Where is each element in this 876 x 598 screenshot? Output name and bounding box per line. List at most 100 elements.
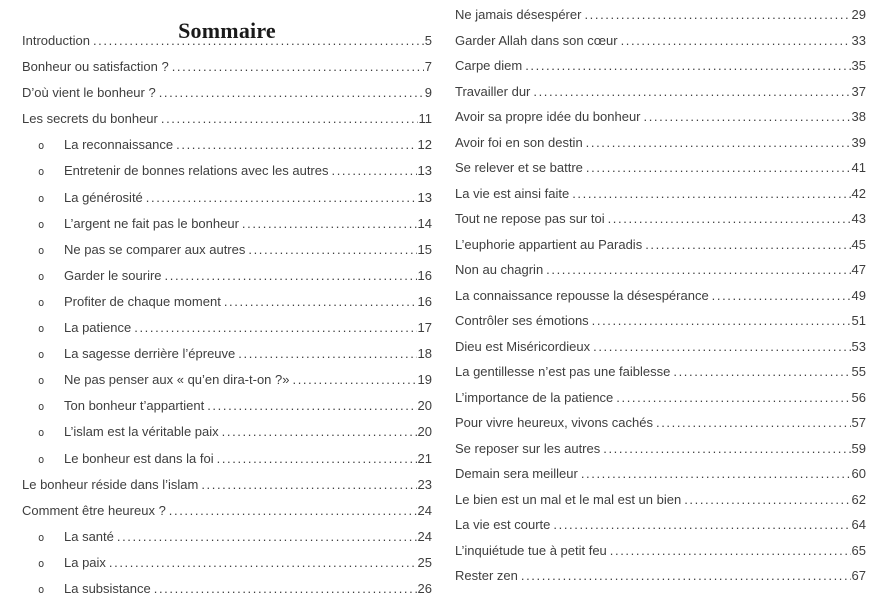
toc-entry-label: Profiter de chaque moment (64, 293, 221, 309)
toc-entry[interactable]: Contrôler ses émotions..................… (455, 313, 866, 339)
toc-entry[interactable]: o La reconnaissance......................… (22, 137, 432, 163)
toc-entry[interactable]: L’euphorie appartient au Paradis........… (455, 237, 866, 263)
dot-leader: ........................................… (176, 137, 417, 153)
dot-leader: ........................................… (584, 7, 851, 22)
toc-entry-page: 5 (424, 33, 432, 48)
circle-bullet-icon: o (38, 244, 45, 257)
toc-entry-label: La paix (64, 554, 106, 570)
toc-entry-page: 33 (851, 32, 866, 48)
toc-entry[interactable]: D’où vient le bonheur ?.................… (22, 85, 432, 111)
toc-entry-label: Comment être heureux ? (22, 502, 166, 518)
toc-entry[interactable]: Le bonheur réside dans l’islam..........… (22, 477, 432, 503)
toc-entry-page: 41 (851, 160, 866, 175)
toc-entry-page: 49 (851, 287, 866, 303)
toc-entry-page: 53 (851, 338, 866, 354)
toc-entry[interactable]: Avoir foi en son destin.................… (455, 135, 866, 161)
toc-entry[interactable]: o La santé...............................… (22, 529, 432, 555)
toc-entry[interactable]: Non au chagrin..........................… (455, 262, 866, 288)
toc-entry-label: Rester zen (455, 568, 518, 583)
toc-entry-page: 51 (851, 313, 866, 328)
toc-entry[interactable]: L’importance de la patience.............… (455, 390, 866, 416)
toc-entry[interactable]: La vie est courte.......................… (455, 517, 866, 543)
toc-entry[interactable]: Le bien est un mal et le mal est un bien… (455, 492, 866, 518)
toc-entry-label: Entretenir de bonnes relations avec les … (64, 163, 329, 179)
toc-entry-page: 24 (417, 528, 432, 544)
toc-entry[interactable]: Carpe diem..............................… (455, 58, 866, 84)
toc-entry[interactable]: o Profiter de chaque moment..............… (22, 294, 432, 320)
toc-entry[interactable]: o Ne pas penser aux « qu’en dira-t-on ?».… (22, 372, 432, 398)
toc-entry-page: 16 (417, 267, 432, 283)
page-title: Sommaire (178, 17, 276, 43)
toc-entry[interactable]: o La paix................................… (22, 555, 432, 581)
toc-entry-page: 12 (417, 137, 432, 153)
dot-leader: ........................................… (711, 287, 851, 303)
toc-entry[interactable]: Se reposer sur les autres...............… (455, 441, 866, 467)
toc-entry[interactable]: Bonheur ou satisfaction ?...............… (22, 59, 432, 85)
dot-leader: ........................................… (655, 415, 851, 430)
toc-entry-label: Garder Allah dans son cœur (455, 32, 618, 48)
circle-bullet-icon: o (38, 531, 45, 544)
toc-entry-page: 60 (851, 466, 866, 481)
dot-leader: ........................................… (620, 32, 851, 48)
toc-entry[interactable]: Les secrets du bonheur..................… (22, 111, 432, 137)
toc-entry-page: 47 (851, 262, 866, 277)
toc-entry[interactable]: Demain sera meilleur....................… (455, 466, 866, 492)
toc-entry[interactable]: L’inquiétude tue à petit feu............… (455, 543, 866, 569)
toc-entry[interactable]: o La générosité..........................… (22, 190, 432, 216)
toc-entry[interactable]: o La sagesse derrière l’épreuve..........… (22, 346, 432, 372)
toc-entry-page: 59 (851, 440, 866, 456)
toc-entry-label: Se relever et se battre (455, 160, 583, 175)
toc-entry-label: Non au chagrin (455, 262, 544, 277)
toc-entry[interactable]: La vie est ainsi faite..................… (455, 186, 866, 212)
toc-entry-page: 9 (424, 85, 432, 101)
toc-entry[interactable]: Introduction............................… (22, 33, 432, 59)
toc-entry[interactable]: o La patience............................… (22, 320, 432, 346)
toc-entry[interactable]: Comment être heureux ?..................… (22, 503, 432, 529)
dot-leader: ........................................… (546, 262, 850, 277)
toc-entry[interactable]: o Ne pas se comparer aux autres..........… (22, 242, 432, 268)
toc-entry[interactable]: Rester zen..............................… (455, 568, 866, 594)
dot-leader: ........................................… (92, 33, 424, 48)
toc-entry-page: 13 (417, 163, 432, 179)
toc-entry-label: La vie est courte (455, 517, 551, 532)
dot-leader: ........................................… (603, 440, 851, 456)
circle-bullet-icon: o (38, 349, 45, 362)
toc-entry[interactable]: o L’islam est la véritable paix..........… (22, 424, 432, 450)
circle-bullet-icon: o (38, 192, 45, 205)
toc-entry[interactable]: La gentillesse n’est pas une faiblesse..… (455, 364, 866, 390)
dot-leader: ........................................… (585, 160, 851, 175)
circle-bullet-icon: o (38, 401, 45, 414)
dot-leader: ........................................… (168, 502, 417, 518)
toc-entry-page: 24 (417, 502, 432, 518)
toc-entry[interactable]: Travailler dur..........................… (455, 84, 866, 110)
toc-entry[interactable]: Tout ne repose pas sur toi..............… (455, 211, 866, 237)
dot-leader: ........................................… (223, 293, 417, 309)
toc-entry-label: Pour vivre heureux, vivons cachés (455, 415, 653, 430)
toc-entry[interactable]: Avoir sa propre idée du bonheur.........… (455, 109, 866, 135)
toc-entry[interactable]: Garder Allah dans son cœur..............… (455, 33, 866, 59)
toc-entry-page: 67 (851, 568, 866, 583)
toc-entry[interactable]: o Le bonheur est dans la foi.............… (22, 451, 432, 477)
toc-entry-page: 16 (417, 293, 432, 309)
toc-entry[interactable]: o La subsistance.........................… (22, 581, 432, 598)
toc-entry[interactable]: o Ton bonheur t’appartient...............… (22, 398, 432, 424)
toc-entry-label: L’islam est la véritable paix (64, 424, 219, 440)
toc-entry[interactable]: o L’argent ne fait pas le bonheur........… (22, 216, 432, 242)
dot-leader: ........................................… (134, 320, 416, 336)
toc-entry[interactable]: Se relever et se battre.................… (455, 160, 866, 186)
toc-entry-label: D’où vient le bonheur ? (22, 85, 156, 101)
toc-entry-page: 43 (851, 211, 866, 226)
toc-entry[interactable]: o Garder le sourire......................… (22, 268, 432, 294)
toc-entry[interactable]: Ne jamais désespérer....................… (455, 7, 866, 33)
toc-entry[interactable]: Pour vivre heureux, vivons cachés.......… (455, 415, 866, 441)
toc-entry-page: 19 (417, 372, 432, 388)
toc-entry-label: Introduction (22, 33, 90, 48)
circle-bullet-icon: o (38, 296, 45, 309)
toc-entry[interactable]: La connaissance repousse la désespérance… (455, 288, 866, 314)
toc-entry-page: 20 (417, 424, 432, 440)
toc-entry-label: Les secrets du bonheur (22, 111, 158, 127)
toc-entry[interactable]: o Entretenir de bonnes relations avec les… (22, 163, 432, 189)
toc-entry[interactable]: Dieu est Miséricordieux.................… (455, 339, 866, 365)
toc-entry-label: La patience (64, 320, 132, 336)
toc-entry-page: 11 (418, 111, 433, 127)
